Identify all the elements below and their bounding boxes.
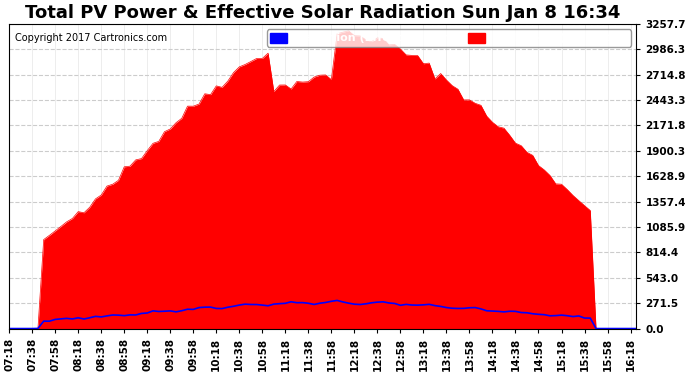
Legend: Radiation (Effective w/m2), PV Panels (DC Watts): Radiation (Effective w/m2), PV Panels (D…: [267, 29, 631, 47]
Title: Total PV Power & Effective Solar Radiation Sun Jan 8 16:34: Total PV Power & Effective Solar Radiati…: [25, 4, 620, 22]
Text: Copyright 2017 Cartronics.com: Copyright 2017 Cartronics.com: [15, 33, 168, 43]
